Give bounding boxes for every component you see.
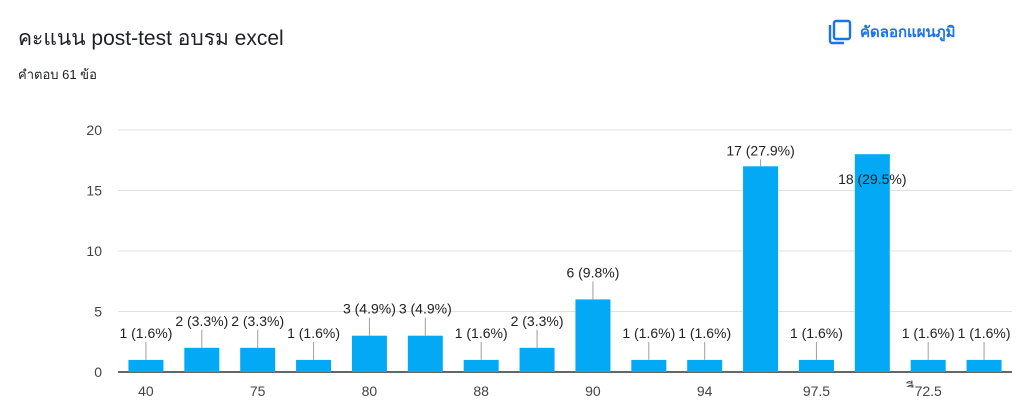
data-label: 2 (3.3%) xyxy=(231,313,284,329)
data-label: 1 (1.6%) xyxy=(902,325,955,341)
data-label: 1 (1.6%) xyxy=(287,325,340,341)
y-tick-label: 0 xyxy=(94,364,102,380)
bar[interactable] xyxy=(128,359,164,372)
x-tick-label: 97.5 xyxy=(803,383,830,399)
data-label: 1 (1.6%) xyxy=(455,325,508,341)
x-tick-label: 88 xyxy=(473,383,489,399)
bar[interactable] xyxy=(519,347,555,372)
data-label: 1 (1.6%) xyxy=(958,325,1011,341)
bar[interactable] xyxy=(743,166,779,372)
data-label: 17 (27.9%) xyxy=(726,142,794,158)
bar[interactable] xyxy=(463,359,499,372)
bar[interactable] xyxy=(966,359,1002,372)
copy-icon xyxy=(828,19,852,45)
bar[interactable] xyxy=(854,154,890,372)
y-tick-label: 15 xyxy=(86,183,102,199)
y-tick-label: 20 xyxy=(86,122,102,138)
bar[interactable] xyxy=(351,335,387,372)
bar[interactable] xyxy=(910,359,946,372)
bar[interactable] xyxy=(407,335,443,372)
data-label: 2 (3.3%) xyxy=(175,313,228,329)
data-label: 1 (1.6%) xyxy=(790,325,843,341)
bar[interactable] xyxy=(631,359,667,372)
data-label: 6 (9.8%) xyxy=(566,264,619,280)
data-label: 1 (1.6%) xyxy=(622,325,675,341)
x-tick-label: 80 xyxy=(362,383,378,399)
x-tick-label: 40 xyxy=(138,383,154,399)
data-label: 1 (1.6%) xyxy=(678,325,731,341)
x-tick-label: 94 xyxy=(697,383,713,399)
response-count: คำตอบ 61 ข้อ xyxy=(18,67,97,82)
copy-chart-label: คัดลอกแผนภูมิ xyxy=(860,24,956,41)
x-tick-label: 75 xyxy=(250,383,266,399)
bar[interactable] xyxy=(296,359,332,372)
y-tick-label: 5 xyxy=(94,304,102,320)
data-label: 1 (1.6%) xyxy=(119,325,172,341)
data-label: 18 (29.5%) xyxy=(838,171,906,187)
x-tick-label: ืี72.5 xyxy=(906,380,942,399)
data-label: 3 (4.9%) xyxy=(399,301,452,317)
bar[interactable] xyxy=(687,359,723,372)
bar[interactable] xyxy=(240,347,276,372)
x-tick-label: 90 xyxy=(585,383,601,399)
data-label: 2 (3.3%) xyxy=(511,313,564,329)
chart-title: คะแนน post-test อบรม excel xyxy=(18,27,284,50)
bar[interactable] xyxy=(798,359,834,372)
bar[interactable] xyxy=(575,299,611,372)
y-tick-label: 10 xyxy=(86,243,102,259)
bar[interactable] xyxy=(184,347,220,372)
copy-chart-button[interactable]: คัดลอกแผนภูมิ xyxy=(828,14,956,50)
data-label: 3 (4.9%) xyxy=(343,301,396,317)
